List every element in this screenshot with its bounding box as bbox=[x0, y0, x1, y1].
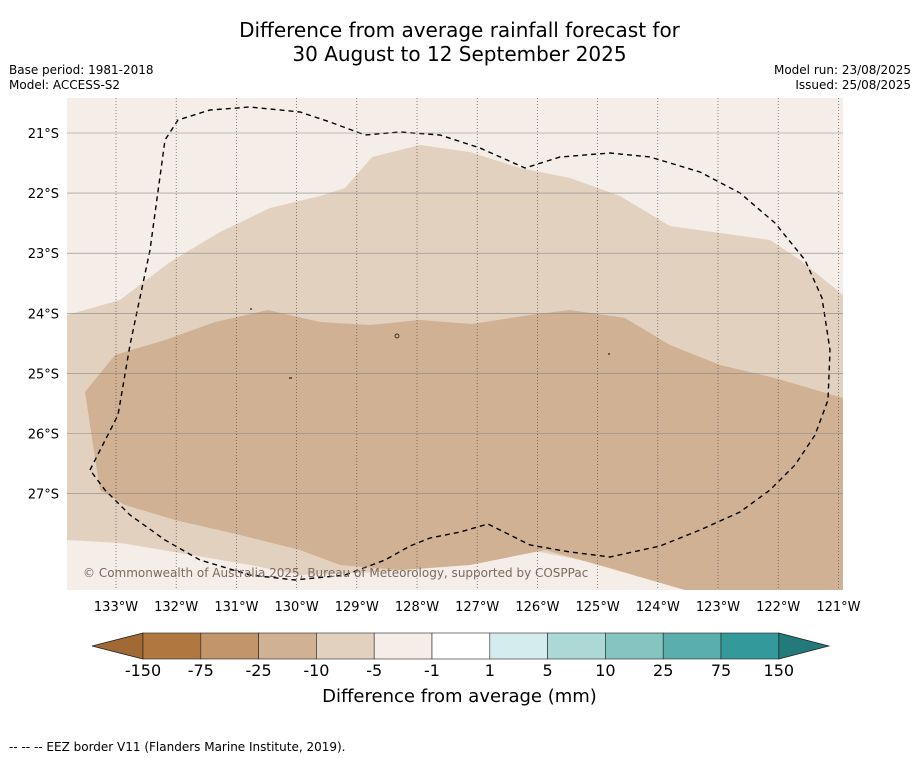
footnote: -- -- -- EEZ border V11 (Flanders Marine… bbox=[9, 740, 346, 754]
colorbar-bin bbox=[720, 632, 780, 660]
colorbar-tick-label: 10 bbox=[595, 661, 615, 680]
longitude-label: 127°W bbox=[455, 600, 499, 615]
colorbar bbox=[91, 632, 831, 660]
longitude-label: 125°W bbox=[576, 600, 620, 615]
colorbar-tick-label: -75 bbox=[188, 661, 214, 680]
longitude-label: 122°W bbox=[756, 600, 800, 615]
title-line-1: Difference from average rainfall forecas… bbox=[239, 18, 680, 42]
colorbar-bin bbox=[431, 632, 491, 660]
map-panel: © Commonwealth of Australia 2025, Bureau… bbox=[67, 98, 843, 590]
colorbar-tick-label: -5 bbox=[366, 661, 382, 680]
colorbar-tick-label: -150 bbox=[125, 661, 161, 680]
longitude-label: 124°W bbox=[636, 600, 680, 615]
colorbar-bin bbox=[258, 632, 317, 660]
colorbar-tick-label: 150 bbox=[764, 661, 795, 680]
colorbar-tick-label: -25 bbox=[246, 661, 272, 680]
colorbar-title: Difference from average (mm) bbox=[322, 686, 597, 707]
colorbar-bin bbox=[373, 632, 433, 660]
colorbar-left-arrow bbox=[91, 632, 144, 660]
latitude-label: 22°S bbox=[28, 187, 59, 202]
colorbar-tick-label: -10 bbox=[303, 661, 329, 680]
title-line-2: 30 August to 12 September 2025 bbox=[292, 42, 627, 66]
colorbar-tick-label: 5 bbox=[543, 661, 553, 680]
colorbar-tick-labels: -150 -75 -25 -10 -5 -1 1 5 10 25 75 150 bbox=[125, 661, 794, 680]
eez-border bbox=[89, 106, 831, 581]
small-features bbox=[250, 308, 610, 379]
latitude-label: 24°S bbox=[28, 307, 59, 322]
colorbar-bin bbox=[489, 632, 548, 660]
colorbar-bin bbox=[142, 632, 202, 660]
latitude-label: 26°S bbox=[28, 428, 59, 443]
latitude-label: 21°S bbox=[28, 127, 59, 142]
model-name: Model: ACCESS-S2 bbox=[9, 78, 121, 92]
colorbar-bin bbox=[662, 632, 722, 660]
longitude-label: 132°W bbox=[154, 600, 198, 615]
colorbar-tick-label: 25 bbox=[653, 661, 673, 680]
longitude-label: 123°W bbox=[696, 600, 740, 615]
colorbar-right-arrow bbox=[778, 632, 831, 660]
anomaly-region-minus10-to-minus25 bbox=[85, 310, 843, 590]
model-run: Model run: 23/08/2025 bbox=[773, 63, 911, 77]
colorbar-bin bbox=[200, 632, 259, 660]
colorbar-tick-label: 75 bbox=[711, 661, 731, 680]
colorbar-bin bbox=[316, 632, 375, 660]
longitude-label: 126°W bbox=[515, 600, 559, 615]
grid-lines bbox=[67, 98, 843, 590]
copyright-notice: © Commonwealth of Australia 2025, Bureau… bbox=[83, 566, 588, 580]
colorbar-tick-label: 1 bbox=[485, 661, 495, 680]
longitude-label: 130°W bbox=[275, 600, 319, 615]
issued-date: Issued: 25/08/2025 bbox=[795, 78, 911, 92]
colorbar-tick-label: -1 bbox=[424, 661, 440, 680]
longitude-label: 128°W bbox=[395, 600, 439, 615]
meta-left: Base period: 1981-2018 Model: ACCESS-S2 bbox=[9, 63, 154, 93]
longitude-label: 131°W bbox=[214, 600, 258, 615]
base-period: Base period: 1981-2018 bbox=[9, 63, 154, 77]
longitude-label: 121°W bbox=[816, 600, 860, 615]
latitude-labels: 21°S 22°S 23°S 24°S 25°S 26°S 27°S bbox=[28, 127, 59, 503]
latitude-label: 27°S bbox=[28, 488, 59, 503]
colorbar-bin bbox=[605, 632, 664, 660]
longitude-label: 129°W bbox=[335, 600, 379, 615]
latitude-label: 23°S bbox=[28, 247, 59, 262]
colorbar-bin bbox=[547, 632, 606, 660]
longitude-labels: 133°W 132°W 131°W 130°W 129°W 128°W 127°W 126°W… bbox=[94, 600, 861, 615]
chart-title: Difference from average rainfall forecas… bbox=[0, 18, 919, 66]
meta-right: Model run: 23/08/2025 Issued: 25/08/2025 bbox=[774, 63, 911, 93]
latitude-label: 25°S bbox=[28, 367, 59, 382]
longitude-label: 133°W bbox=[94, 600, 138, 615]
